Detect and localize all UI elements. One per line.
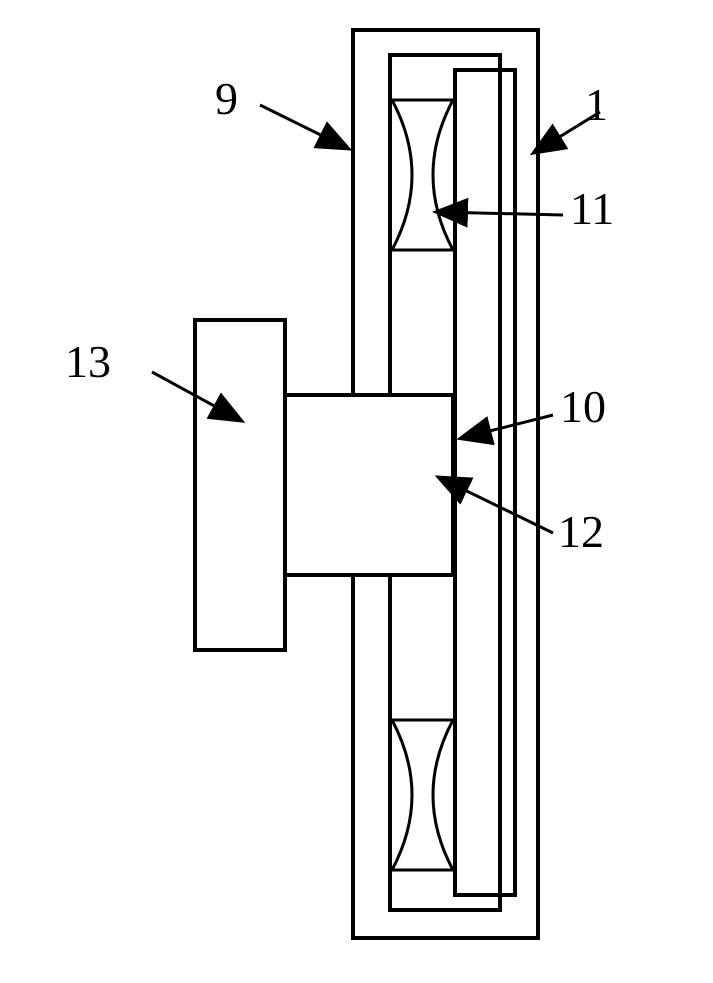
label-11: 11 [570,182,614,235]
left-rect [195,320,285,650]
lens-bottom [392,720,453,870]
arrow-9 [260,105,347,148]
label-12: 12 [558,505,604,558]
label-10: 10 [560,380,606,433]
technical-diagram [0,0,713,983]
center-block [285,395,453,575]
label-9: 9 [215,72,238,125]
label-1: 1 [585,78,608,131]
label-13: 13 [65,335,111,388]
inner-right-slab [455,70,515,895]
lens-top [392,100,453,250]
